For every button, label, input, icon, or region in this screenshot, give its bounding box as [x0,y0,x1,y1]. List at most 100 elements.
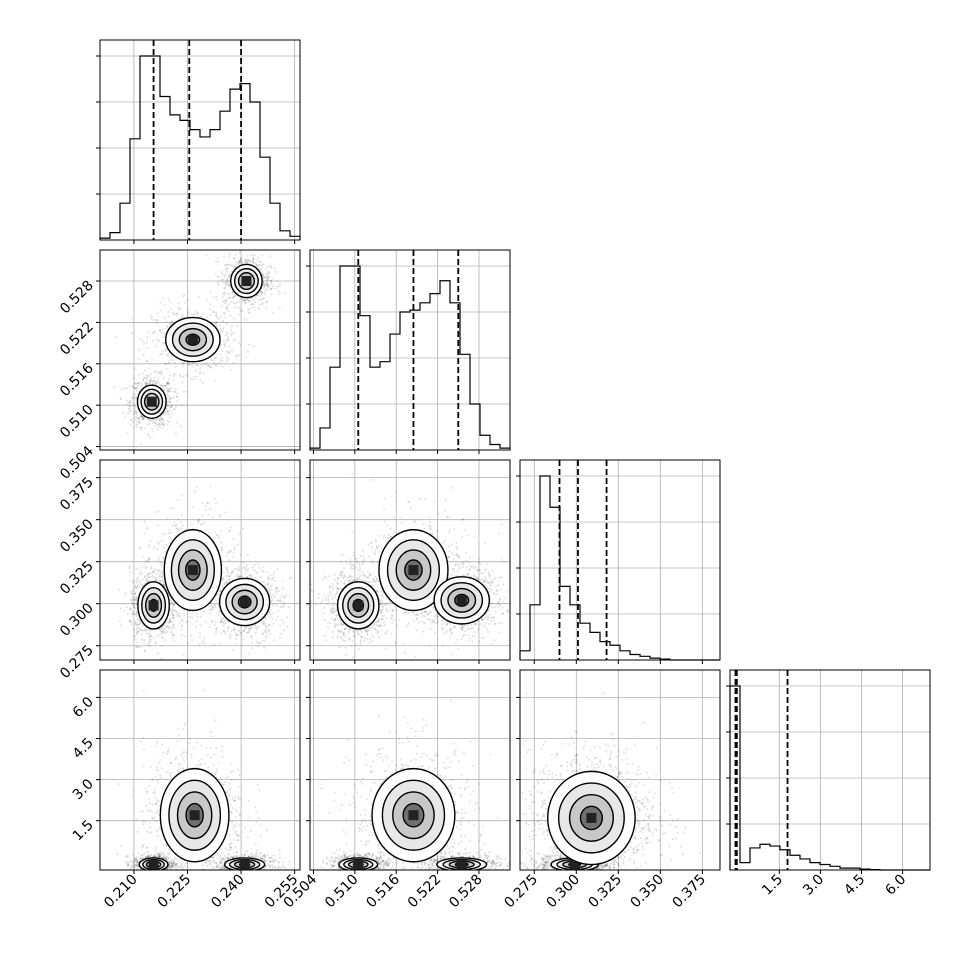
sample-point [133,599,136,601]
sample-point [170,358,172,361]
sample-point [171,637,174,639]
sample-point [135,597,138,600]
sample-point [258,298,261,301]
sample-point [267,286,270,289]
sample-point [132,386,135,389]
sample-point [172,633,175,636]
sample-point [229,293,232,296]
sample-point [285,616,288,619]
sample-point [128,401,131,404]
grid-lines [133,40,296,240]
sample-point [228,285,231,287]
sample-point [166,517,169,520]
sample-point [155,382,158,385]
y-tick-label: 0.275 [57,642,97,682]
sample-point [214,632,217,635]
sample-point [168,507,171,510]
sample-point [245,298,248,301]
sample-point [339,620,342,622]
sample-point [163,584,166,587]
sample-point [215,260,217,263]
sample-point [332,610,335,613]
sample-point [201,514,204,517]
sample-point [143,565,146,568]
sample-point [215,299,218,301]
sample-point [142,378,145,381]
sample-point [352,567,354,570]
sample-point [261,621,264,624]
sample-point [240,297,243,300]
sample-point [186,641,189,644]
sample-point [157,376,160,379]
sample-point [262,620,265,622]
sample-point [148,628,151,631]
sample-point [262,263,265,266]
sample-point [171,633,174,636]
sample-point [141,415,143,418]
sample-point [191,616,194,619]
sample-point [227,550,230,553]
sample-point [381,615,384,617]
sample-point [248,574,251,577]
sample-point [228,635,231,638]
sample-point [187,298,190,301]
sample-point [359,641,362,644]
sample-point [218,275,221,278]
sample-point [328,591,331,593]
sample-point [199,632,202,635]
sample-point [273,602,276,605]
sample-point [129,401,132,404]
sample-point [373,580,376,583]
sample-point [272,604,274,607]
sample-point [227,336,230,338]
sample-point [311,590,314,593]
sample-point [182,295,185,298]
sample-point [215,627,218,630]
sample-point [348,579,351,581]
sample-point [156,378,159,381]
sample-point [227,626,230,629]
sample-point [264,636,267,639]
sample-point [209,308,211,311]
sample-point [222,320,225,323]
sample-point [245,568,248,571]
sample-point [187,309,190,312]
sample-point [223,619,226,622]
sample-point [141,638,144,641]
sample-point [147,572,150,575]
sample-point [135,646,138,648]
sample-point [157,510,160,513]
sample-point [239,260,242,263]
sample-point [271,577,274,580]
sample-point [269,255,271,258]
sample-point [356,560,359,563]
sample-point [278,636,281,639]
sample-point [368,637,371,640]
sample-point [261,264,264,267]
sample-point [261,580,264,583]
sample-point [215,324,218,327]
sample-point [122,411,125,414]
sample-point [147,573,150,576]
sample-point [237,569,240,572]
sample-point [224,583,227,586]
sample-point [139,547,142,550]
sample-point [217,598,220,600]
sample-point [217,614,220,617]
sample-point [143,642,145,645]
sample-point [225,282,228,285]
sample-point [353,634,356,637]
sample-point [173,407,176,410]
sample-point [246,254,249,257]
sample-point [239,632,242,635]
sample-point [221,365,224,368]
sample-point [230,334,233,337]
sample-point [170,631,173,633]
sample-point [265,282,268,285]
sample-point [375,580,378,583]
sample-point [215,599,217,602]
sample-point [247,631,250,634]
sample-point [143,532,146,535]
sample-point [263,286,266,289]
sample-point [167,382,169,385]
